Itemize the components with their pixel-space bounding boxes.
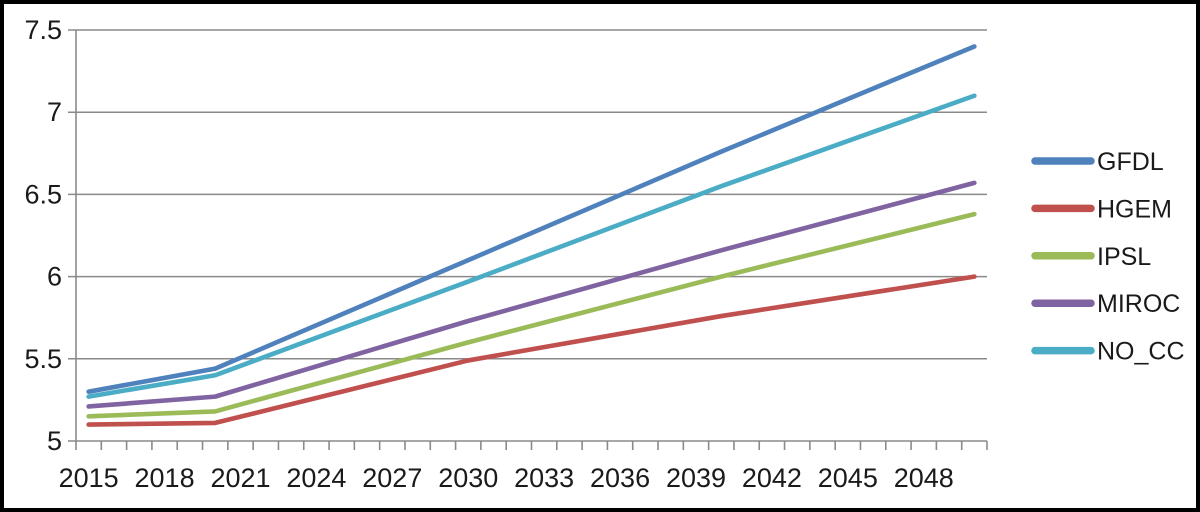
legend-label-NO_CC: NO_CC [1097,338,1185,366]
legend-label-IPSL: IPSL [1097,243,1151,271]
series-line-NO_CC [86,93,977,399]
legend-label-MIROC: MIROC [1097,290,1180,318]
series-line-GFDL [86,44,977,394]
x-tick-label-2030: 2030 [438,463,498,493]
series-line-MIROC [86,180,977,409]
x-tick-label-2024: 2024 [286,463,346,493]
y-tick-label-6: 6 [47,262,62,292]
x-tick-label-2018: 2018 [135,463,195,493]
legend-label-GFDL: GFDL [1097,148,1164,176]
series-line-IPSL [86,211,977,419]
y-tick-label-5.5: 5.5 [24,344,62,374]
x-tick-label-2021: 2021 [210,463,270,493]
x-tick-label-2033: 2033 [514,463,574,493]
series-line-HGEM [86,274,977,427]
x-tick-label-2039: 2039 [666,463,726,493]
x-tick-label-2027: 2027 [362,463,422,493]
y-tick-label-7: 7 [47,97,62,127]
y-tick-label-7.5: 7.5 [24,15,62,45]
x-tick-label-2045: 2045 [818,463,878,493]
x-tick-label-2036: 2036 [590,463,650,493]
legend-label-HGEM: HGEM [1097,195,1172,223]
y-tick-label-5: 5 [47,426,62,456]
x-tick-label-2042: 2042 [742,463,802,493]
x-tick-label-2015: 2015 [59,463,119,493]
x-tick-label-2048: 2048 [894,463,954,493]
y-tick-label-6.5: 6.5 [24,179,62,209]
